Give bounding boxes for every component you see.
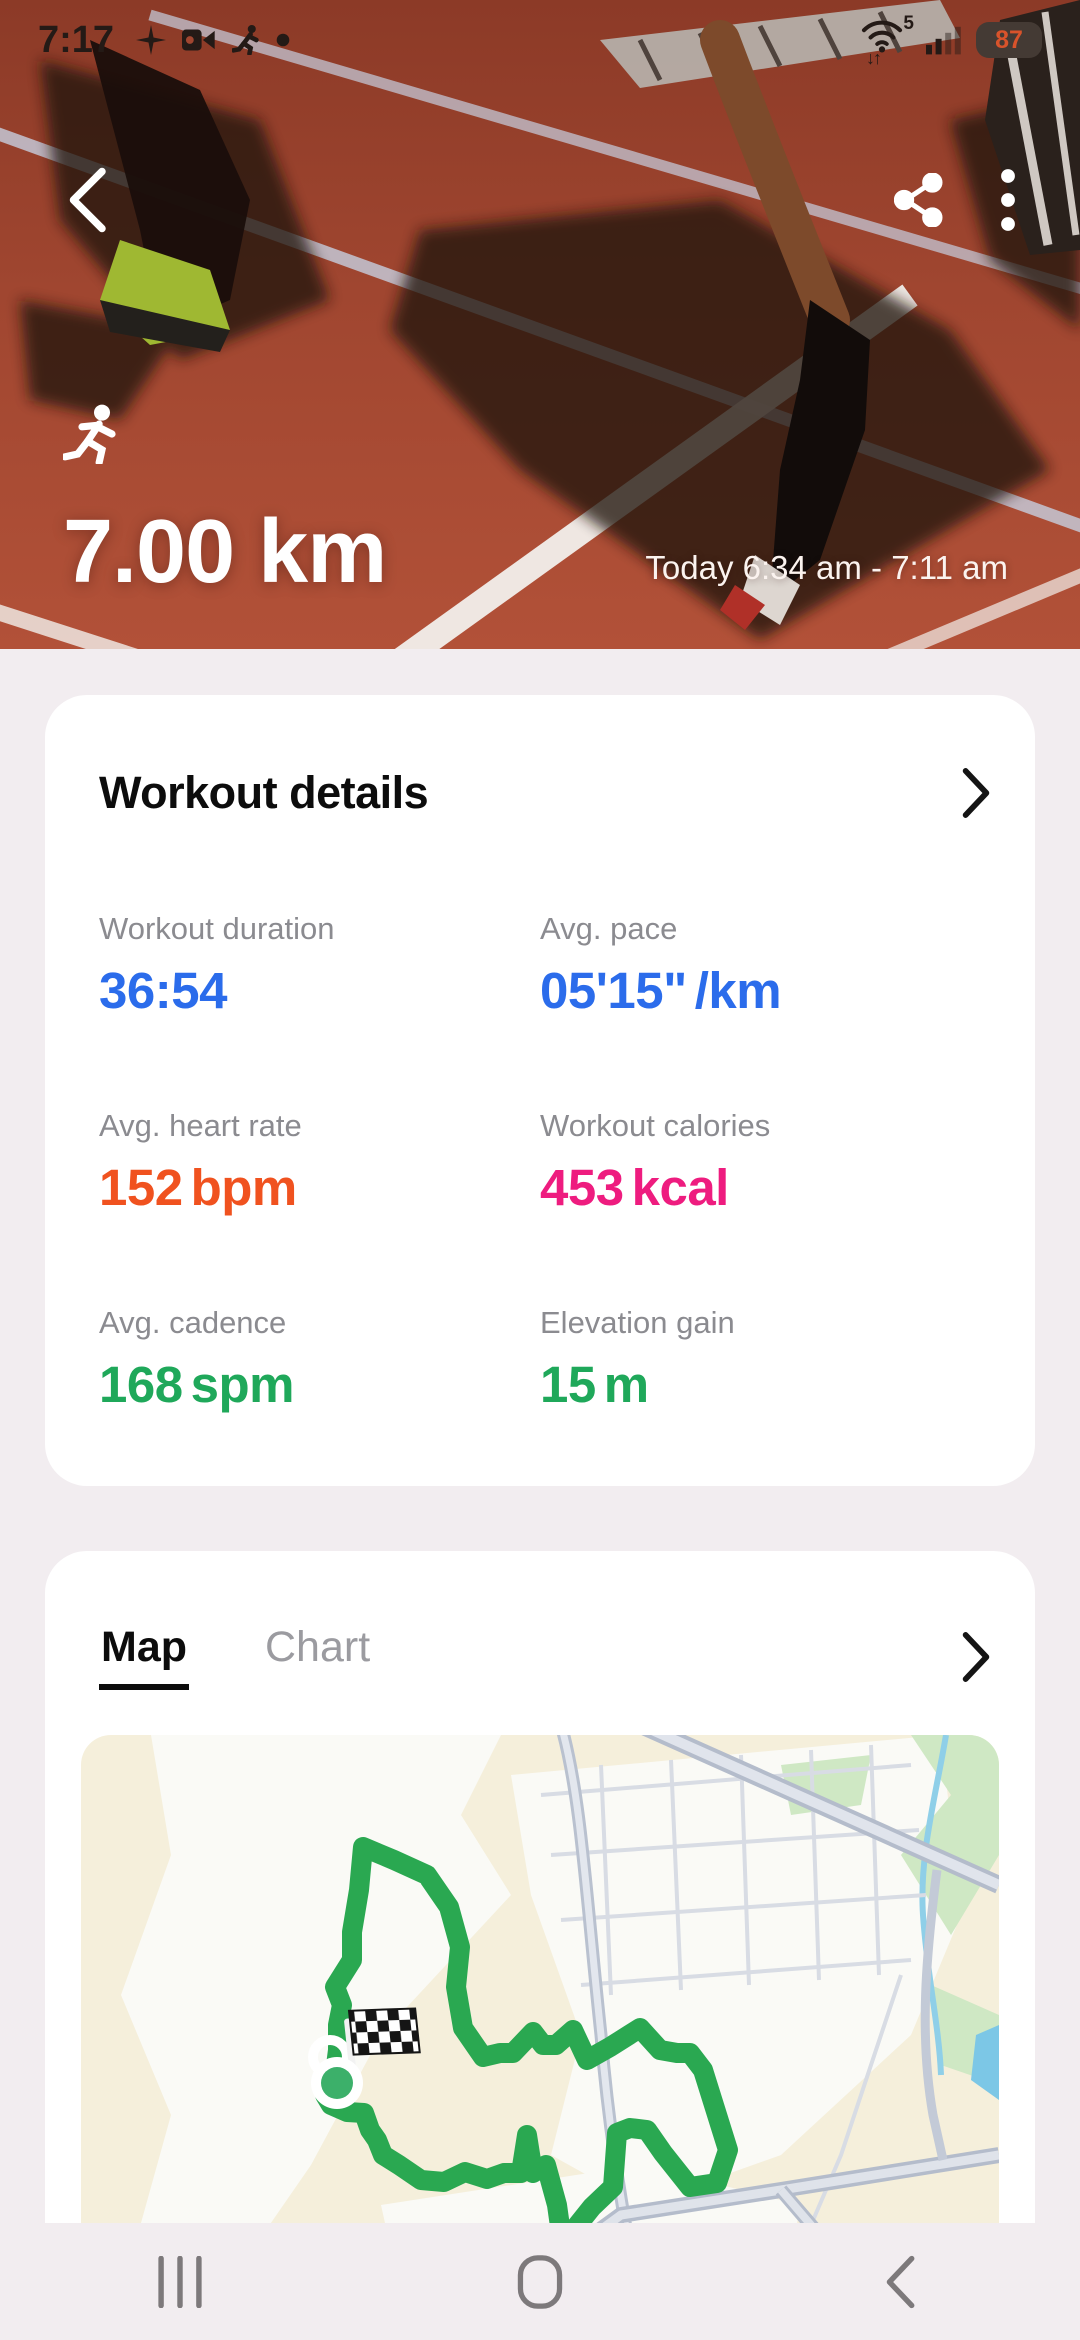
hero-photo: 7:17 xyxy=(0,0,1080,649)
back-button[interactable] xyxy=(64,167,110,233)
stat-label: Avg. cadence xyxy=(99,1305,287,1340)
wifi-generation-label: 5 xyxy=(903,13,914,34)
map-card-header: Map Chart xyxy=(45,1551,1035,1690)
recents-icon xyxy=(158,2255,202,2308)
share-icon xyxy=(894,173,943,227)
system-back-button[interactable] xyxy=(873,2245,927,2319)
share-button[interactable] xyxy=(894,173,944,227)
back-chevron-icon xyxy=(69,167,106,233)
stat-unit: kcal xyxy=(631,1159,730,1216)
stat-label: Workout calories xyxy=(540,1108,771,1143)
battery-percent: 87 xyxy=(995,25,1023,54)
sparkle-notification-icon xyxy=(136,25,167,55)
stat-number: 05'15" xyxy=(540,962,687,1019)
stat-avg-heart-rate: Avg. heart rate 152 bpm xyxy=(99,1108,540,1217)
stat-number: 152 xyxy=(99,1159,183,1216)
stat-workout-duration: Workout duration 36:54 xyxy=(99,911,540,1020)
health-runner-notification-icon xyxy=(232,25,259,55)
stat-avg-pace: Avg. pace 05'15"/km xyxy=(540,911,981,1020)
home-icon xyxy=(517,2254,563,2309)
chevron-right-icon[interactable] xyxy=(961,1631,991,1683)
stat-value: 453 kcal xyxy=(540,1158,981,1217)
home-button[interactable] xyxy=(507,2244,573,2320)
route-map-illustration xyxy=(81,1735,999,2295)
route-map[interactable] xyxy=(81,1735,999,2295)
stat-value: 36:54 xyxy=(99,961,540,1020)
tab-map[interactable]: Map xyxy=(99,1623,189,1690)
stat-value: 168 spm xyxy=(99,1355,540,1414)
notification-dot-icon xyxy=(276,33,290,47)
stat-label: Avg. heart rate xyxy=(99,1108,302,1143)
hero-action-bar xyxy=(0,160,1080,240)
recents-button[interactable] xyxy=(146,2246,214,2318)
stat-elevation-gain: Elevation gain 15 m xyxy=(540,1305,981,1414)
signal-strength-icon xyxy=(926,26,961,55)
more-options-button[interactable] xyxy=(1000,167,1016,233)
stat-label: Elevation gain xyxy=(540,1305,735,1340)
status-bar: 7:17 xyxy=(0,0,1080,80)
stat-unit: m xyxy=(603,1356,649,1413)
workout-details-title: Workout details xyxy=(99,767,429,818)
stat-workout-calories: Workout calories 453 kcal xyxy=(540,1108,981,1217)
stat-unit: bpm xyxy=(190,1159,298,1216)
clock: 7:17 xyxy=(38,18,115,61)
stats-grid: Workout duration 36:54 Avg. pace 05'15" /… xyxy=(45,911,1035,1414)
route-start-marker xyxy=(311,2057,363,2109)
stat-number: 453 xyxy=(540,1159,624,1216)
stat-number: 15 xyxy=(540,1356,596,1413)
map-chart-card: Map Chart xyxy=(45,1551,1035,2340)
chevron-right-icon[interactable] xyxy=(961,767,991,819)
route-polyline xyxy=(315,1837,738,2265)
stat-unit: spm xyxy=(190,1356,295,1413)
distance-value: 7.00 km xyxy=(63,502,387,602)
track-photo-illustration xyxy=(0,0,1080,649)
running-activity-icon xyxy=(61,404,116,467)
screen-recorder-notification-icon xyxy=(182,29,215,51)
stat-number: 168 xyxy=(99,1356,183,1413)
workout-details-header[interactable]: Workout details xyxy=(45,695,1035,819)
stat-avg-cadence: Avg. cadence 168 spm xyxy=(99,1305,540,1414)
back-icon xyxy=(886,2255,915,2308)
more-vertical-dots-icon xyxy=(1001,169,1015,231)
stat-label: Avg. pace xyxy=(540,911,678,946)
session-time-range: Today 6:34 am - 7:11 am xyxy=(645,549,1008,586)
wifi-traffic-arrows-icon: ↓↑ xyxy=(866,48,882,68)
tab-chart[interactable]: Chart xyxy=(263,1623,372,1690)
workout-details-card: Workout details Workout duration 36:54 A… xyxy=(45,695,1035,1486)
battery-icon: 87 xyxy=(976,22,1042,58)
wifi-icon: 5 ↓↑ xyxy=(860,13,914,68)
stat-label: Workout duration xyxy=(99,911,335,946)
stat-value: 152 bpm xyxy=(99,1158,540,1217)
stat-value: 05'15"/km xyxy=(540,961,981,1020)
stat-number: 36:54 xyxy=(99,962,227,1019)
stat-unit: /km xyxy=(694,962,782,1019)
system-navigation-bar xyxy=(0,2223,1080,2340)
stat-value: 15 m xyxy=(540,1355,981,1414)
map-chart-tabs: Map Chart xyxy=(99,1623,372,1690)
finish-flag-icon xyxy=(344,2007,421,2071)
